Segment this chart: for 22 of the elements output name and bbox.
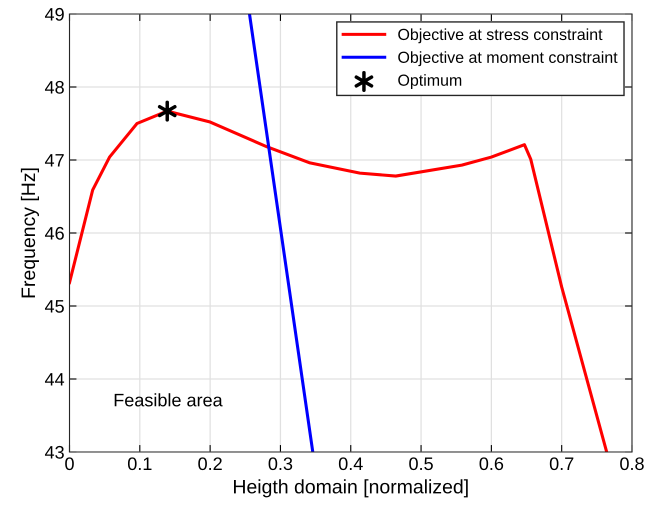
x-tick-label: 0.8	[620, 457, 644, 470]
y-tick-label: 48	[44, 80, 64, 94]
x-tick-label: 0.7	[550, 457, 574, 470]
x-tick-label: 0.1	[128, 457, 152, 470]
y-axis-title: Frequency [Hz]	[20, 168, 39, 298]
x-axis-title: Heigth domain [normalized]	[234, 479, 468, 498]
y-tick-label: 49	[44, 8, 64, 21]
x-tick-label: 0	[65, 457, 74, 470]
x-tick-label: 0.4	[338, 457, 363, 470]
x-tick-label: 0.6	[480, 457, 504, 470]
x-tick-label: 0.3	[268, 457, 292, 470]
annotation: Feasible area	[114, 393, 223, 406]
y-tick-label: 44	[44, 373, 64, 386]
y-tick-label: 47	[44, 154, 64, 167]
y-tick-label: 46	[44, 226, 64, 240]
legend-label: Objective at stress constraint	[398, 28, 602, 44]
x-tick-label: 0.2	[198, 457, 222, 470]
y-tick-label: 43	[44, 446, 64, 459]
legend-label: Optimum	[398, 74, 462, 90]
y-tick-label: 45	[44, 300, 64, 313]
x-tick-label: 0.5	[409, 457, 433, 470]
legend-label: Objective at moment constraint	[398, 51, 618, 66]
